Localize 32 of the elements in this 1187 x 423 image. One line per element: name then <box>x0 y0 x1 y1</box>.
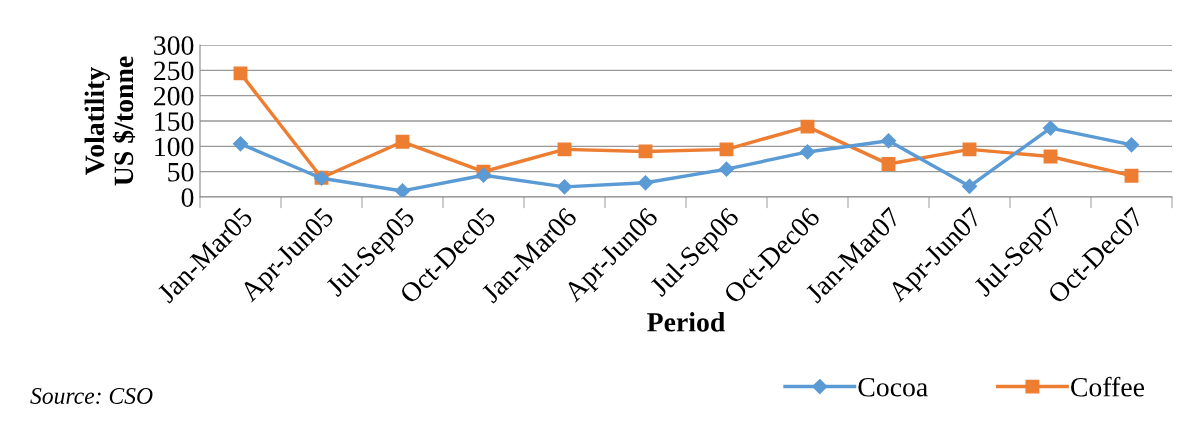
point <box>799 144 816 160</box>
legend-label: Cocoa <box>858 377 928 397</box>
x-axis-title: Period <box>647 312 726 332</box>
y-tick-label: 200 <box>154 86 194 106</box>
point <box>719 142 734 157</box>
point <box>557 142 572 157</box>
point <box>718 161 735 177</box>
y-tick-label: 300 <box>154 36 194 55</box>
y-tick-label: 100 <box>155 137 194 157</box>
point <box>962 142 977 157</box>
point <box>1123 137 1140 153</box>
point <box>638 144 653 159</box>
y-tick-label: 150 <box>155 112 194 131</box>
y-axis-title: Volatility US $/tonne <box>84 56 136 186</box>
source-note: Source: CSO <box>30 388 153 405</box>
point <box>800 119 815 134</box>
legend-label: Coffee <box>1071 376 1145 397</box>
point <box>881 157 896 172</box>
y-tick-label: 0 <box>181 188 194 207</box>
y-tick-label: 250 <box>154 61 194 81</box>
point <box>961 178 978 194</box>
point <box>556 179 573 195</box>
point <box>637 175 654 191</box>
point <box>1042 120 1059 136</box>
point <box>233 66 248 81</box>
point <box>475 167 492 183</box>
point <box>232 136 249 152</box>
point <box>1124 168 1139 183</box>
y-tick-label: 50 <box>168 162 194 182</box>
point <box>395 134 410 149</box>
point <box>394 183 411 197</box>
point <box>880 133 897 149</box>
